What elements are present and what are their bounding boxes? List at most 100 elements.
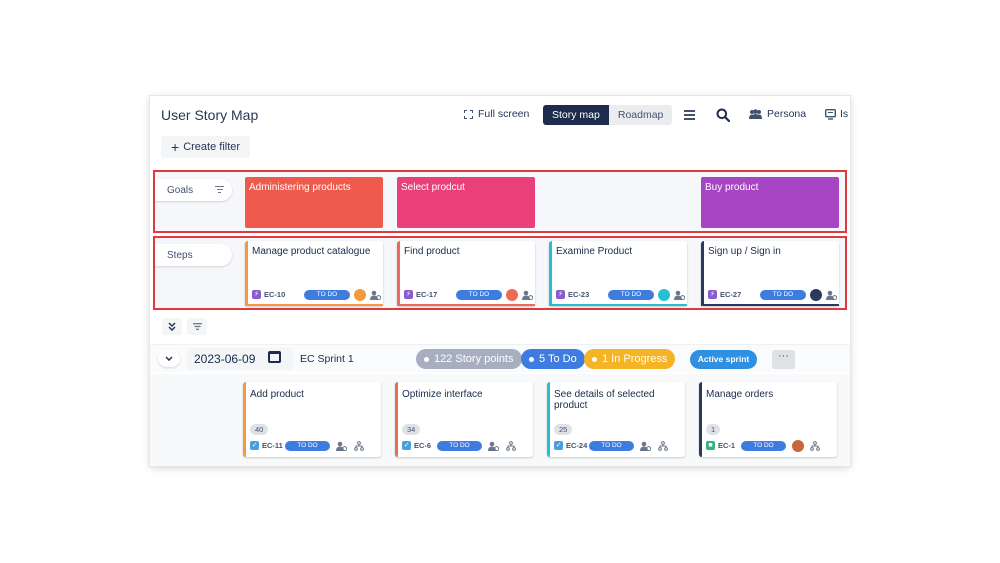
status-badge[interactable]: TO DO	[285, 441, 330, 451]
avatar[interactable]	[810, 289, 822, 301]
step-title: Examine Product	[556, 246, 633, 257]
step-title: Sign up / Sign in	[708, 246, 781, 257]
story-card[interactable]: Optimize interface 34 ✓ EC-6 TO DO	[395, 382, 533, 457]
tab-story-map[interactable]: Story map	[543, 105, 609, 125]
issue-key[interactable]: EC-6	[414, 441, 432, 450]
epic-icon: ⚡	[556, 290, 565, 299]
goal-card[interactable]: Administering products	[245, 177, 383, 228]
assignee-icon[interactable]	[488, 441, 499, 451]
story-points-badge: 34	[402, 424, 421, 435]
issue-key[interactable]: EC-17	[416, 290, 438, 299]
story-checkbox-icon: ✓	[250, 441, 259, 450]
issue-key[interactable]: EC-11	[262, 441, 283, 450]
story-icon: ■	[706, 441, 715, 450]
plus-icon: +	[171, 139, 180, 155]
status-badge[interactable]: TO DO	[456, 290, 502, 300]
step-card[interactable]: Examine Product ⚡ EC-23 TO DO	[549, 241, 687, 306]
collapse-all-button[interactable]	[162, 318, 182, 335]
filter-icon[interactable]	[215, 186, 224, 193]
step-card[interactable]: Manage product catalogue ⚡ EC-10 TO DO	[245, 241, 383, 306]
monitor-icon	[825, 108, 836, 120]
status-badge[interactable]: TO DO	[304, 290, 350, 300]
issue-key[interactable]: EC-1	[718, 441, 736, 450]
goal-card[interactable]: Select prodcut	[397, 177, 535, 228]
issues-button[interactable]: Is	[825, 108, 848, 120]
story-card[interactable]: Add product 40 ✓ EC-11 TO DO	[243, 382, 381, 457]
sprint-date[interactable]: 2023-06-09	[187, 348, 293, 370]
hierarchy-icon[interactable]	[354, 441, 364, 451]
avatar[interactable]	[792, 440, 804, 452]
header: User Story Map Full screen Story map Roa…	[150, 96, 850, 134]
steps-row: Steps Manage product catalogue ⚡ EC-10 T…	[153, 236, 847, 310]
step-card[interactable]: Sign up / Sign in ⚡ EC-27 TO DO	[701, 241, 839, 306]
stories-row: Add product 40 ✓ EC-11 TO DO Optimize in…	[150, 374, 850, 466]
issue-key[interactable]: EC-27	[720, 290, 742, 299]
active-sprint-badge[interactable]: Active sprint	[690, 350, 757, 369]
status-badge[interactable]: TO DO	[589, 441, 634, 451]
fullscreen-label: Full screen	[478, 108, 530, 120]
filter-icon	[192, 323, 202, 330]
hierarchy-icon[interactable]	[658, 441, 668, 451]
issue-key[interactable]: EC-24	[566, 441, 588, 450]
todo-count-pill: 5 To Do	[521, 349, 585, 369]
step-title: Find product	[404, 246, 460, 257]
goals-row: Goals Administering products Select prod…	[153, 170, 847, 233]
expand-icon	[464, 109, 473, 119]
steps-label: Steps	[167, 249, 193, 261]
card-accent	[397, 304, 535, 306]
status-badge[interactable]: TO DO	[760, 290, 806, 300]
in-progress-pill: 1 In Progress	[584, 349, 676, 369]
tab-roadmap[interactable]: Roadmap	[608, 105, 673, 125]
story-card[interactable]: Manage orders 1 ■ EC-1 TO DO	[699, 382, 837, 457]
status-badge[interactable]: TO DO	[741, 441, 786, 451]
goals-label: Goals	[167, 184, 194, 196]
sprint-bar: 2023-06-09 EC Sprint 1 122 Story points …	[150, 344, 850, 372]
create-filter-label: Create filter	[183, 141, 241, 153]
assignee-icon[interactable]	[674, 290, 685, 300]
story-points-label: 122 Story points	[434, 353, 514, 365]
assignee-icon[interactable]	[336, 441, 347, 451]
users-icon	[749, 109, 762, 119]
assignee-icon[interactable]	[826, 290, 837, 300]
status-badge[interactable]: TO DO	[608, 290, 654, 300]
goal-title: Administering products	[249, 182, 351, 193]
issue-key[interactable]: EC-10	[264, 290, 286, 299]
persona-label: Persona	[767, 108, 807, 120]
assignee-icon[interactable]	[640, 441, 651, 451]
chevron-down-icon	[165, 356, 173, 362]
goals-label-chip[interactable]: Goals	[155, 179, 232, 201]
assignee-icon[interactable]	[522, 290, 533, 300]
more-options-button[interactable]: ···	[772, 350, 795, 369]
menu-icon[interactable]	[684, 110, 695, 120]
sprint-date-value: 2023-06-09	[194, 352, 256, 366]
avatar[interactable]	[506, 289, 518, 301]
in-progress-label: 1 In Progress	[602, 353, 668, 365]
calendar-icon[interactable]	[268, 351, 281, 363]
story-checkbox-icon: ✓	[554, 441, 563, 450]
story-points-badge: 40	[250, 424, 269, 435]
hierarchy-icon[interactable]	[810, 441, 820, 451]
search-icon[interactable]	[716, 108, 730, 122]
story-card[interactable]: See details of selected product 25 ✓ EC-…	[547, 382, 685, 457]
sprint-collapse-button[interactable]	[158, 350, 180, 367]
steps-label-chip[interactable]: Steps	[155, 244, 232, 266]
hierarchy-icon[interactable]	[506, 441, 516, 451]
epic-icon: ⚡	[252, 290, 261, 299]
avatar[interactable]	[354, 289, 366, 301]
card-accent	[701, 304, 839, 306]
fullscreen-button[interactable]: Full screen	[464, 108, 529, 120]
assignee-icon[interactable]	[370, 290, 381, 300]
issue-key[interactable]: EC-23	[568, 290, 590, 299]
create-filter-button[interactable]: + Create filter	[161, 136, 250, 158]
step-card[interactable]: Find product ⚡ EC-17 TO DO	[397, 241, 535, 306]
status-badge[interactable]: TO DO	[437, 441, 482, 451]
avatar[interactable]	[658, 289, 670, 301]
filter-button[interactable]	[187, 318, 207, 335]
goal-card[interactable]: Buy product	[701, 177, 839, 228]
goal-title: Select prodcut	[401, 182, 465, 193]
epic-icon: ⚡	[404, 290, 413, 299]
persona-button[interactable]: Persona	[748, 108, 806, 120]
todo-count-label: 5 To Do	[539, 353, 577, 365]
story-points-badge: 1	[706, 424, 721, 435]
story-title: Manage orders	[706, 389, 774, 400]
